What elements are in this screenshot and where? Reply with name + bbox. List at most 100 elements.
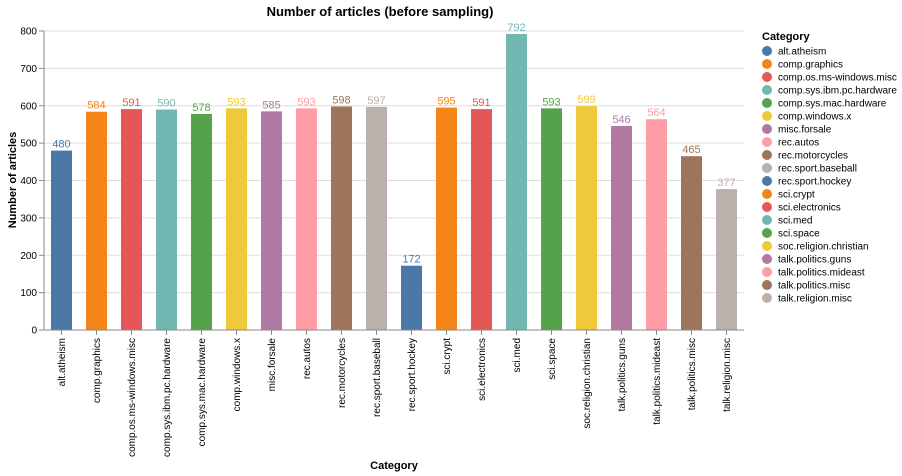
legend-label: talk.politics.guns bbox=[778, 255, 851, 266]
y-tick-label: 600 bbox=[20, 101, 37, 112]
y-tick-label: 300 bbox=[20, 213, 37, 224]
legend-symbol bbox=[762, 150, 772, 160]
legend-label: rec.sport.hockey bbox=[778, 177, 851, 188]
legend-label: talk.politics.misc bbox=[778, 281, 850, 292]
data-label: 593 bbox=[297, 96, 315, 108]
y-tick-label: 0 bbox=[31, 326, 37, 337]
x-tick-label: alt.atheism bbox=[57, 338, 68, 386]
bar bbox=[121, 109, 142, 331]
legend-label: comp.windows.x bbox=[778, 112, 851, 123]
legend-label: sci.crypt bbox=[778, 190, 815, 201]
legend-label: sci.space bbox=[778, 229, 820, 240]
data-label: 465 bbox=[682, 144, 700, 156]
legend-label: sci.med bbox=[778, 216, 812, 227]
legend-label: misc.forsale bbox=[778, 125, 832, 136]
data-label: 480 bbox=[52, 139, 70, 151]
data-label: 593 bbox=[227, 96, 245, 108]
legend-symbol bbox=[762, 176, 772, 186]
legend: Category alt.atheism comp.graphics comp.os… bbox=[762, 31, 897, 305]
x-tick-label: sci.space bbox=[547, 338, 558, 380]
bar bbox=[716, 189, 737, 330]
x-tick-label: sci.electronics bbox=[477, 338, 488, 401]
legend-symbol bbox=[762, 228, 772, 238]
legend-symbol bbox=[762, 241, 772, 251]
x-tick-label: comp.graphics bbox=[92, 338, 103, 403]
x-tick-label: sci.med bbox=[512, 338, 523, 372]
bar bbox=[576, 106, 597, 330]
bar bbox=[51, 150, 72, 330]
x-tick-label: talk.religion.misc bbox=[722, 338, 733, 412]
data-label: 584 bbox=[87, 100, 105, 112]
data-label: 598 bbox=[332, 94, 350, 106]
x-tick-label: sci.crypt bbox=[442, 338, 453, 375]
bar bbox=[191, 113, 212, 330]
legend-symbol bbox=[762, 98, 772, 108]
bar bbox=[401, 265, 422, 330]
data-label: 597 bbox=[367, 95, 385, 107]
legend-label: sci.electronics bbox=[778, 203, 841, 214]
legend-symbol bbox=[762, 46, 772, 56]
data-label: 578 bbox=[192, 102, 210, 114]
data-label: 792 bbox=[507, 22, 525, 34]
bar bbox=[436, 107, 457, 331]
x-tick-label: soc.religion.christian bbox=[582, 338, 593, 429]
bar bbox=[471, 109, 492, 331]
legend-label: comp.sys.mac.hardware bbox=[778, 99, 887, 110]
x-tick-label: rec.motorcycles bbox=[337, 338, 348, 408]
y-axis: 0 100 200 300 400 500 600 700 800 bbox=[20, 27, 45, 337]
bar bbox=[646, 119, 667, 330]
gridlines bbox=[44, 30, 744, 331]
data-label: 172 bbox=[402, 254, 420, 266]
x-tick-label: comp.windows.x bbox=[232, 338, 243, 411]
x-tick-label: rec.sport.hockey bbox=[407, 338, 418, 411]
legend-label: rec.motorcycles bbox=[778, 151, 848, 162]
y-tick-label: 100 bbox=[20, 288, 37, 299]
x-tick-label: comp.os.ms-windows.misc bbox=[127, 338, 138, 457]
legend-label: alt.atheism bbox=[778, 47, 826, 58]
x-tick-label: comp.sys.mac.hardware bbox=[197, 338, 208, 447]
y-tick-label: 700 bbox=[20, 64, 37, 75]
legend-symbol bbox=[762, 293, 772, 303]
y-tick-label: 500 bbox=[20, 139, 37, 150]
legend-symbol bbox=[762, 111, 772, 121]
x-tick-label: misc.forsale bbox=[267, 338, 278, 392]
legend-symbol bbox=[762, 202, 772, 212]
data-label: 590 bbox=[157, 97, 175, 109]
data-label: 593 bbox=[542, 96, 560, 108]
data-label: 377 bbox=[717, 177, 735, 189]
chart-title: Number of articles (before sampling) bbox=[267, 4, 494, 19]
legend-label: rec.sport.baseball bbox=[778, 164, 857, 175]
x-tick-label: rec.autos bbox=[302, 338, 313, 379]
data-label: 591 bbox=[122, 97, 140, 109]
bar bbox=[156, 109, 177, 330]
data-label: 546 bbox=[612, 114, 630, 126]
x-axis-title: Category bbox=[370, 460, 419, 472]
bar bbox=[366, 106, 387, 330]
legend-label: comp.sys.ibm.pc.hardware bbox=[778, 86, 897, 97]
legend-symbol bbox=[762, 163, 772, 173]
legend-label: rec.autos bbox=[778, 138, 819, 149]
bar bbox=[611, 125, 632, 331]
x-tick-label: talk.politics.guns bbox=[617, 338, 628, 411]
bar bbox=[261, 111, 282, 330]
y-axis-title: Number of articles bbox=[7, 132, 19, 229]
x-axis: alt.atheism comp.graphics comp.os.ms-windo… bbox=[44, 329, 744, 457]
legend-symbol bbox=[762, 280, 772, 290]
data-label: 591 bbox=[472, 97, 490, 109]
bar bbox=[541, 108, 562, 331]
legend-symbol bbox=[762, 85, 772, 95]
data-label: 585 bbox=[262, 99, 280, 111]
x-tick-label: rec.sport.baseball bbox=[372, 338, 383, 417]
bars: 480 584 591 590 578 593 585 593 598 597 172 595 591 7… bbox=[51, 22, 737, 331]
y-tick-label: 200 bbox=[20, 251, 37, 262]
legend-symbol bbox=[762, 254, 772, 264]
legend-symbol bbox=[762, 137, 772, 147]
data-label: 599 bbox=[577, 94, 595, 106]
y-tick-label: 400 bbox=[20, 176, 37, 187]
legend-symbol bbox=[762, 267, 772, 277]
x-tick-label: talk.politics.mideast bbox=[652, 338, 663, 425]
bar bbox=[296, 108, 317, 331]
bar bbox=[506, 33, 527, 331]
legend-symbol bbox=[762, 189, 772, 199]
legend-title: Category bbox=[762, 31, 811, 43]
